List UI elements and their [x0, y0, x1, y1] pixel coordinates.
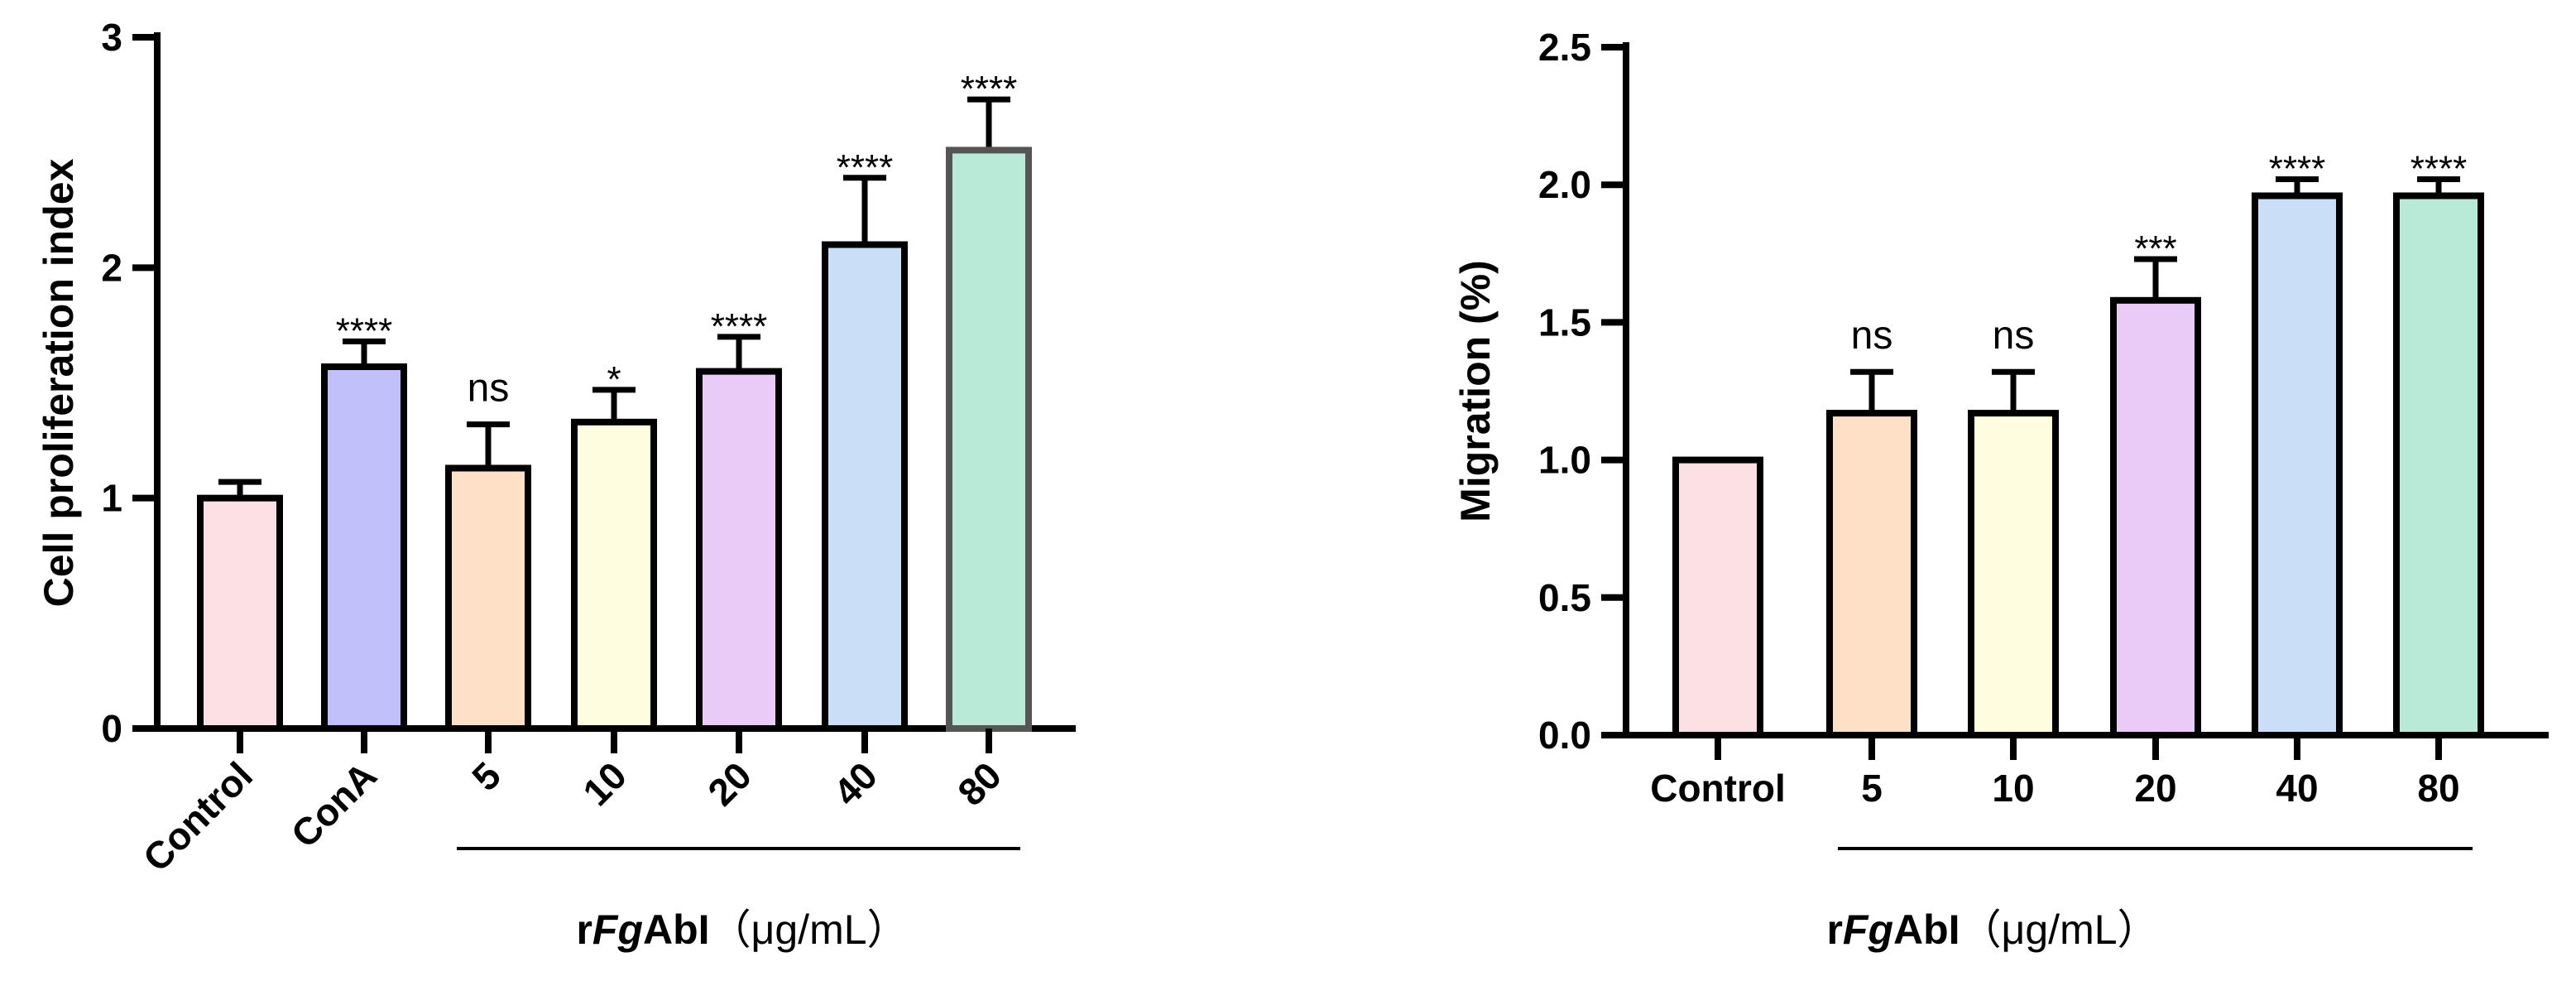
- x-axis-label-unit: （μg/mL）: [1960, 906, 2159, 953]
- bar: [696, 368, 782, 732]
- x-tick-label: Control: [1650, 767, 1786, 810]
- x-axis-label-prefix: r: [1826, 906, 1842, 953]
- significance-label: ****: [711, 306, 768, 347]
- significance-label: ns: [1851, 314, 1893, 358]
- bar: [946, 147, 1032, 732]
- y-tick-label: 0.5: [1538, 576, 1591, 619]
- y-tick-label: 2.0: [1538, 163, 1591, 206]
- bar: [445, 464, 531, 732]
- y-tick-label: 2.5: [1538, 26, 1591, 69]
- bar: [1968, 410, 2059, 738]
- significance-label: ****: [2269, 149, 2326, 190]
- x-tick-label: Control: [135, 753, 261, 879]
- significance-label: ****: [961, 69, 1018, 109]
- x-axis-label-prefix: r: [576, 906, 592, 953]
- x-axis-label: rFgAbI（μg/mL）: [576, 906, 908, 953]
- x-tick-label: 5: [463, 753, 509, 799]
- y-axis-label: Cell proliferation index: [36, 158, 82, 607]
- y-tick-label: 0.0: [1538, 714, 1591, 757]
- chart-1: 0 1 2 3 Cell proliferation index Control **** C…: [36, 16, 1076, 953]
- x-tick-label: 20: [699, 753, 760, 814]
- y-tick-label: 2: [101, 246, 122, 289]
- x-axis-label-bold: AbI: [1893, 906, 1960, 953]
- x-axis-label-italic: Fg: [592, 906, 643, 953]
- y-tick-label: 3: [101, 16, 122, 59]
- x-tick-label: 10: [574, 753, 635, 814]
- x-tick-label: 5: [1861, 767, 1883, 810]
- x-tick-label: ConA: [283, 753, 385, 855]
- significance-label: ****: [2411, 149, 2468, 190]
- x-tick-label: 80: [2417, 767, 2459, 810]
- significance-label: ****: [837, 147, 894, 188]
- x-axis-label-unit: （μg/mL）: [710, 906, 909, 953]
- bar: [2110, 296, 2201, 739]
- y-tick-label: 1.0: [1538, 439, 1591, 482]
- bar: [1826, 410, 1917, 738]
- significance-label: ****: [336, 310, 393, 351]
- y-tick-label: 1: [101, 477, 122, 520]
- bar: [2252, 192, 2343, 739]
- bar: [197, 494, 283, 733]
- significance-label: *: [607, 359, 621, 400]
- significance-label: ***: [2134, 228, 2176, 269]
- x-tick-label: 80: [949, 753, 1010, 814]
- bar: [1672, 456, 1763, 738]
- y-tick-label: 0: [101, 707, 122, 750]
- x-tick-label: 10: [1992, 767, 2034, 810]
- bar: [321, 363, 407, 732]
- bar: [822, 241, 908, 732]
- y-tick-label: 1.5: [1538, 301, 1591, 344]
- x-tick-label: 40: [825, 753, 885, 814]
- x-tick-label: 40: [2276, 767, 2318, 810]
- x-axis-label: rFgAbI（μg/mL）: [1826, 906, 2158, 953]
- x-axis-label-bold: AbI: [643, 906, 710, 953]
- bar: [2393, 192, 2484, 739]
- bar: [571, 418, 657, 732]
- chart-2: 0.0 0.5 1.0 1.5 2.0 2.5 Migration (%) Control ns…: [1452, 26, 2549, 953]
- y-axis-label: Migration (%): [1452, 260, 1499, 522]
- x-axis-label-italic: Fg: [1843, 906, 1893, 953]
- significance-label: ns: [1993, 314, 2035, 358]
- x-tick-label: 20: [2134, 767, 2176, 810]
- significance-label: ns: [468, 367, 510, 411]
